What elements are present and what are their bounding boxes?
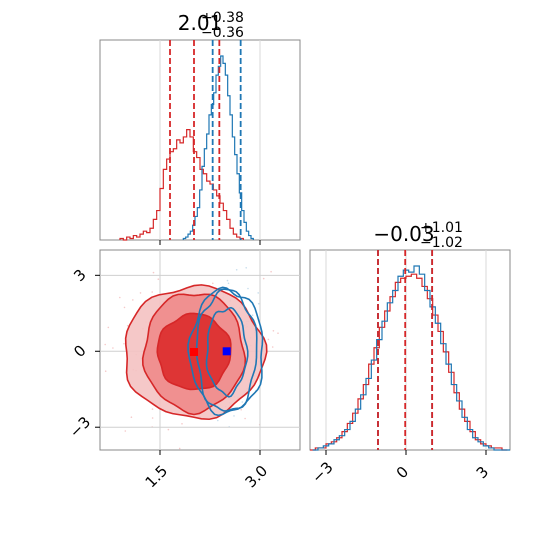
panel-bottom-right-frame xyxy=(309,249,511,451)
panel-top-left-histograms xyxy=(119,55,254,241)
sample-point xyxy=(277,332,279,335)
median-marker xyxy=(222,347,231,356)
sample-point xyxy=(257,302,260,305)
histogram-series xyxy=(119,129,244,241)
panel-bottom-left-markers xyxy=(190,347,231,356)
sample-point xyxy=(235,269,238,271)
x-tick-label: 1.5 xyxy=(142,462,172,492)
histogram-series xyxy=(310,273,508,451)
sample-point xyxy=(257,292,260,294)
sample-point xyxy=(104,370,107,373)
sample-point xyxy=(152,271,155,274)
sample-point xyxy=(247,287,249,290)
x-tick-label: −3 xyxy=(308,458,336,486)
sample-point xyxy=(123,306,126,309)
sample-point xyxy=(226,279,229,282)
x-tick-label: 0 xyxy=(393,463,412,482)
sample-point xyxy=(107,326,110,329)
sample-point xyxy=(124,430,127,432)
sample-point xyxy=(271,346,274,348)
sample-point xyxy=(212,282,214,285)
panel-bottom-right: −3 0 3 −0.03 +1.01 −1.02 xyxy=(308,220,511,487)
sample-point xyxy=(262,277,265,280)
sample-point xyxy=(233,415,235,417)
panel-bottom-right-quantile-lines xyxy=(377,250,434,450)
sample-point xyxy=(112,347,114,349)
sample-point xyxy=(132,299,134,301)
title-value: 2.01 xyxy=(178,11,223,35)
sample-point xyxy=(267,338,270,341)
contour-level xyxy=(205,306,249,398)
panel-bottom-right-title: −0.03 xyxy=(373,222,434,246)
panel-top-left-quantile-lines xyxy=(169,40,242,240)
sample-point xyxy=(181,423,183,425)
y-tick-label: 3 xyxy=(70,266,89,285)
sample-point xyxy=(270,270,272,273)
panel-top-left-title: 2.01 xyxy=(178,11,223,35)
panel-bottom-right-histograms xyxy=(310,265,510,451)
sample-point xyxy=(151,408,154,410)
sample-point xyxy=(167,428,170,431)
sample-point xyxy=(227,282,230,285)
sample-point xyxy=(151,417,154,419)
panel-bottom-left: 1.5 3.0 −3 0 3 xyxy=(66,249,301,492)
sample-point xyxy=(123,342,125,345)
panel-top-left: 2.01 +0.38 −0.36 xyxy=(99,10,301,245)
histogram-series xyxy=(182,55,254,240)
y-tick-label: 0 xyxy=(70,342,89,361)
sample-point xyxy=(139,292,142,294)
title-superscript: +0.38 xyxy=(201,10,244,26)
panel-top-left-ticks xyxy=(159,240,261,245)
panel-top-left-frame xyxy=(99,39,301,241)
sample-point xyxy=(178,447,181,450)
median-marker xyxy=(190,348,198,356)
sample-point xyxy=(244,417,246,420)
x-tick-label: 3.0 xyxy=(242,462,272,492)
sample-point xyxy=(126,324,129,327)
sample-point xyxy=(157,278,160,281)
sample-point xyxy=(272,330,275,332)
sample-point xyxy=(119,296,121,299)
sample-point xyxy=(104,343,106,346)
sample-point xyxy=(217,419,219,422)
title-superscript: +1.01 xyxy=(420,220,463,236)
histogram-series xyxy=(312,265,510,451)
sample-point xyxy=(241,401,244,403)
y-tick-label: −3 xyxy=(66,413,94,441)
title-subscript: −1.02 xyxy=(420,235,463,251)
sample-point xyxy=(251,314,254,317)
panel-bottom-right-ticks: −3 0 3 xyxy=(308,450,492,487)
x-tick-label: 3 xyxy=(473,463,492,482)
sample-point xyxy=(245,267,247,269)
sample-point xyxy=(240,408,242,411)
sample-point xyxy=(151,291,153,293)
title-subscript: −0.36 xyxy=(201,25,244,41)
title-value: −0.03 xyxy=(373,222,434,246)
sample-point xyxy=(130,416,133,419)
contour-level xyxy=(187,286,264,417)
